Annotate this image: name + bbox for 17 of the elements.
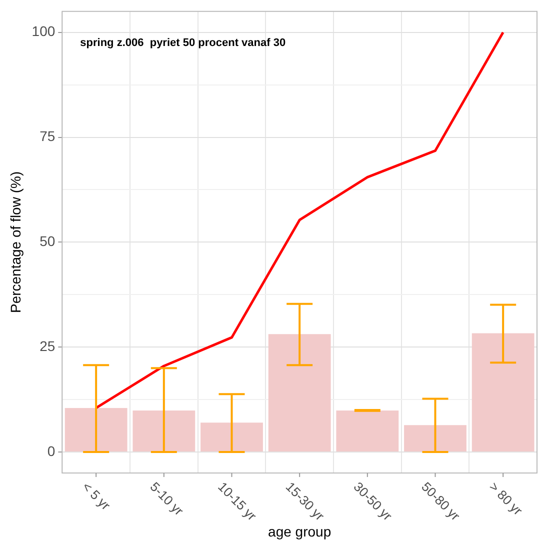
bar [404, 425, 466, 452]
x-tick-label: > 80 yr [486, 479, 526, 518]
y-tick-label: 0 [47, 442, 56, 459]
y-tick-label: 75 [40, 128, 56, 144]
bar [472, 333, 534, 452]
bar [200, 422, 263, 452]
y-tick-label: 25 [40, 338, 56, 354]
x-tick-label: < 5 yr [79, 479, 114, 514]
x-axis-title: age group [268, 523, 332, 540]
y-tick-label: 50 [40, 233, 56, 250]
y-axis-title: Percentage of flow (%) [7, 171, 24, 314]
annotation: spring z.006 pyriet 50 procent vanaf 30 [80, 36, 286, 49]
bar [132, 410, 196, 452]
bar [268, 334, 331, 452]
bar [64, 408, 128, 452]
y-tick-label: 100 [32, 23, 56, 40]
bar [336, 410, 399, 452]
